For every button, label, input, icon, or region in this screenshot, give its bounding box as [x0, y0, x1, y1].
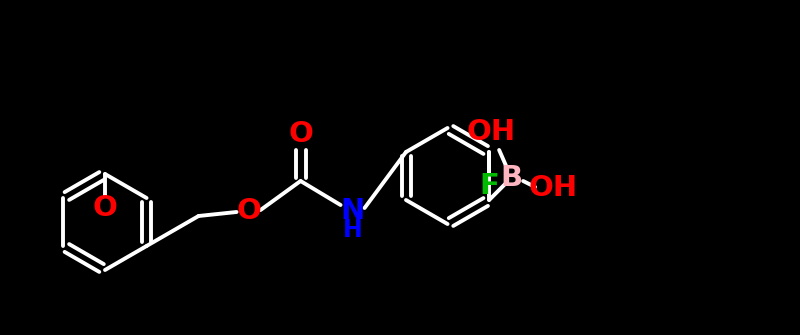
Text: O: O	[236, 197, 261, 225]
Text: O: O	[288, 120, 313, 148]
Text: B: B	[500, 164, 522, 192]
Text: H: H	[342, 218, 362, 242]
Text: F: F	[479, 172, 499, 200]
Text: OH: OH	[529, 174, 578, 202]
Text: OH: OH	[466, 118, 516, 146]
Text: O: O	[93, 194, 118, 222]
Text: N: N	[341, 197, 365, 225]
